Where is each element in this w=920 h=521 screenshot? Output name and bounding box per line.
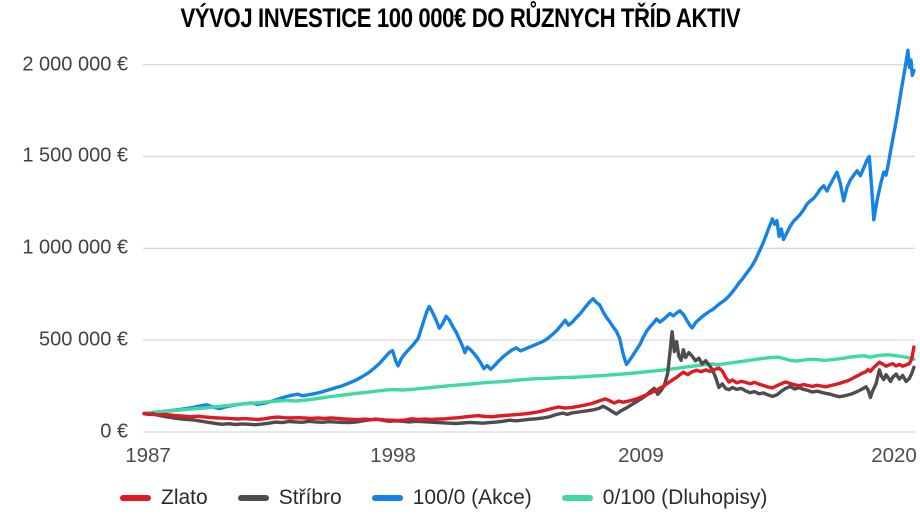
legend-label-akce: 100/0 (Akce): [412, 486, 532, 509]
legend-item-akce: 100/0 (Akce): [371, 486, 532, 510]
chart-title-text: VÝVOJ INVESTICE 100 000€ DO RŮZNYCH TŘÍD…: [180, 3, 740, 33]
y-axis-label-1m: 1 000 000 €: [22, 236, 128, 259]
x-axis-label-1998: 1998: [370, 444, 416, 467]
legend-label-dluhopisy: 0/100 (Dluhopisy): [602, 486, 768, 509]
zlato-line-swatch-icon: [120, 495, 151, 501]
stribro-line-swatch-icon: [237, 495, 269, 501]
akce-line-swatch-icon: [371, 495, 403, 501]
x-axis-label-1987: 1987: [125, 444, 171, 467]
x-axis-label-2020: 2020: [871, 444, 917, 467]
series-line-zlato: [142, 345, 916, 423]
series-line-100-0-akce-: [142, 48, 916, 416]
y-axis-label-1-5m: 1 500 000 €: [22, 144, 128, 167]
series-line-0-100-dluhopisy-: [142, 353, 916, 416]
y-axis-label-500k: 500 000 €: [39, 328, 128, 351]
chart-title: VÝVOJ INVESTICE 100 000€ DO RŮZNYCH TŘÍD…: [0, 3, 920, 34]
legend-label-stribro: Stříbro: [278, 486, 342, 509]
x-axis-label-2009: 2009: [618, 444, 664, 467]
legend-item-zlato: Zlato: [120, 486, 208, 510]
legend-label-zlato: Zlato: [161, 486, 208, 509]
legend-item-stribro: Stříbro: [237, 486, 342, 510]
y-axis-label-0: 0 €: [100, 420, 128, 443]
dluhopisy-line-swatch-icon: [561, 495, 593, 501]
legend-item-dluhopisy: 0/100 (Dluhopisy): [561, 486, 768, 510]
y-axis-label-2m: 2 000 000 €: [22, 53, 128, 76]
legend: Zlato Stříbro 100/0 (Akce) 0/100 (Dluhop…: [120, 486, 767, 510]
series-line-st-bro: [142, 330, 916, 427]
